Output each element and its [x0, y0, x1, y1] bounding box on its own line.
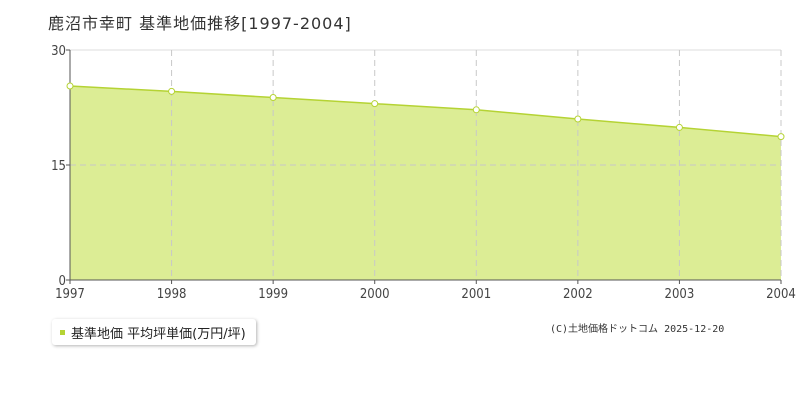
legend-label: 基準地価 平均坪単価(万円/坪): [71, 326, 246, 342]
x-tick-label: 2001: [461, 287, 491, 302]
area-fill: [70, 86, 781, 281]
legend-swatch: [60, 329, 65, 335]
legend: 基準地価 平均坪単価(万円/坪): [52, 319, 256, 345]
x-tick-label: 1997: [55, 287, 85, 302]
data-point: [66, 82, 74, 90]
x-tick-label: 1998: [157, 287, 187, 302]
y-tick-label: 30: [51, 44, 66, 59]
credit-text: (C)土地価格ドットコム 2025-12-20: [550, 324, 725, 335]
data-point: [168, 87, 176, 95]
x-tick-label: 2004: [766, 287, 796, 302]
y-tick-label: 0: [59, 274, 66, 289]
x-tick-label: 2003: [665, 287, 695, 302]
x-tick-label: 1999: [258, 287, 288, 302]
y-tick-label: 15: [51, 159, 66, 174]
data-point: [675, 123, 683, 131]
data-point: [777, 133, 785, 141]
series-line: [69, 85, 782, 138]
x-tick-label: 2000: [360, 287, 390, 302]
data-point: [269, 94, 277, 102]
data-point: [472, 106, 480, 114]
chart-title: 鹿沼市幸町 基準地価推移[1997-2004]: [48, 14, 352, 33]
data-point: [574, 115, 582, 123]
x-tick-label: 2002: [563, 287, 593, 302]
data-point: [371, 100, 379, 108]
